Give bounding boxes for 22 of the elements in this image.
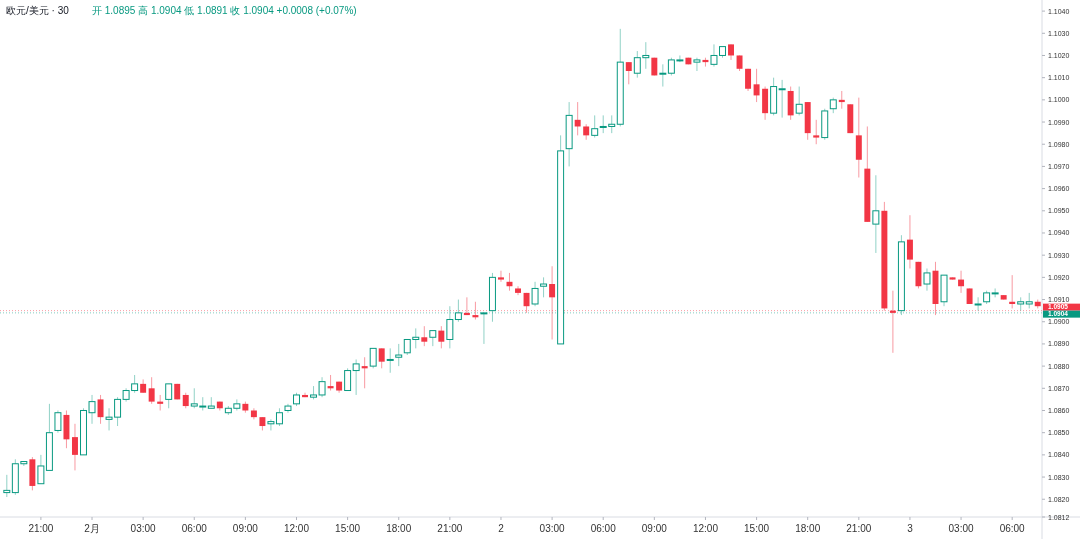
text: 开 1.0895 高 1.0904 低 1.0891 收 1.0904 +0.0008 (+0.07%) [92,5,357,16]
x-tick-label: 06:00 [999,523,1026,534]
x-tick-label: 2 [498,523,505,534]
x-tick-label: 2月 [84,523,100,534]
x-tick-label: 09:00 [232,523,259,534]
x-tick-label: 03:00 [539,523,566,534]
x-tick-label: 21:00 [437,523,463,534]
x-tick-label: 15:00 [744,523,770,534]
x-tick-label: 18:00 [795,523,821,534]
x-tick-label: 12:00 [692,523,719,534]
x-tick-label: 3 [907,523,914,534]
x-tick-label: 15:00 [335,523,361,534]
x-tick-label: 06:00 [181,523,208,534]
text: 欧元/美元 · 30 [6,5,70,16]
x-tick-label: 06:00 [590,523,617,534]
x-tick-label: 12:00 [283,523,310,534]
x-tick-label: 21:00 [28,523,54,534]
x-tick-label: 18:00 [386,523,412,534]
x-tick-label: 03:00 [948,523,975,534]
x-tick-label: 21:00 [846,523,872,534]
x-tick-label: 03:00 [130,523,157,534]
x-tick-label: 09:00 [641,523,668,534]
